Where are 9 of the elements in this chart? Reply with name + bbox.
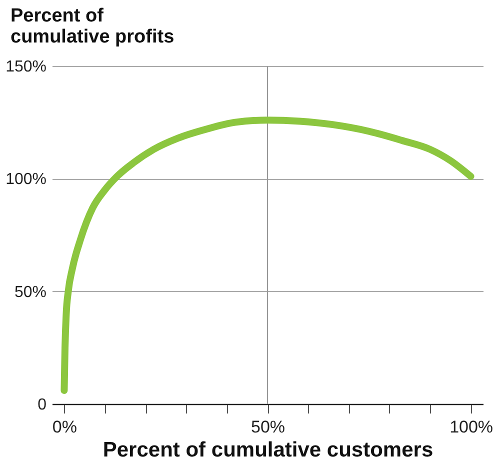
y-axis-title: Percent of cumulative profits <box>10 6 174 48</box>
x-axis-title: Percent of cumulative customers <box>102 438 434 462</box>
x-tick-label: 100% <box>450 418 494 436</box>
y-tick-label: 0 <box>38 396 47 414</box>
x-tick-label: 50% <box>250 418 286 436</box>
y-tick-label: 50% <box>14 284 46 301</box>
y-tick-label: 150% <box>6 58 46 76</box>
x-tick-label: 0% <box>52 418 77 436</box>
y-tick-label: 100% <box>6 171 46 188</box>
